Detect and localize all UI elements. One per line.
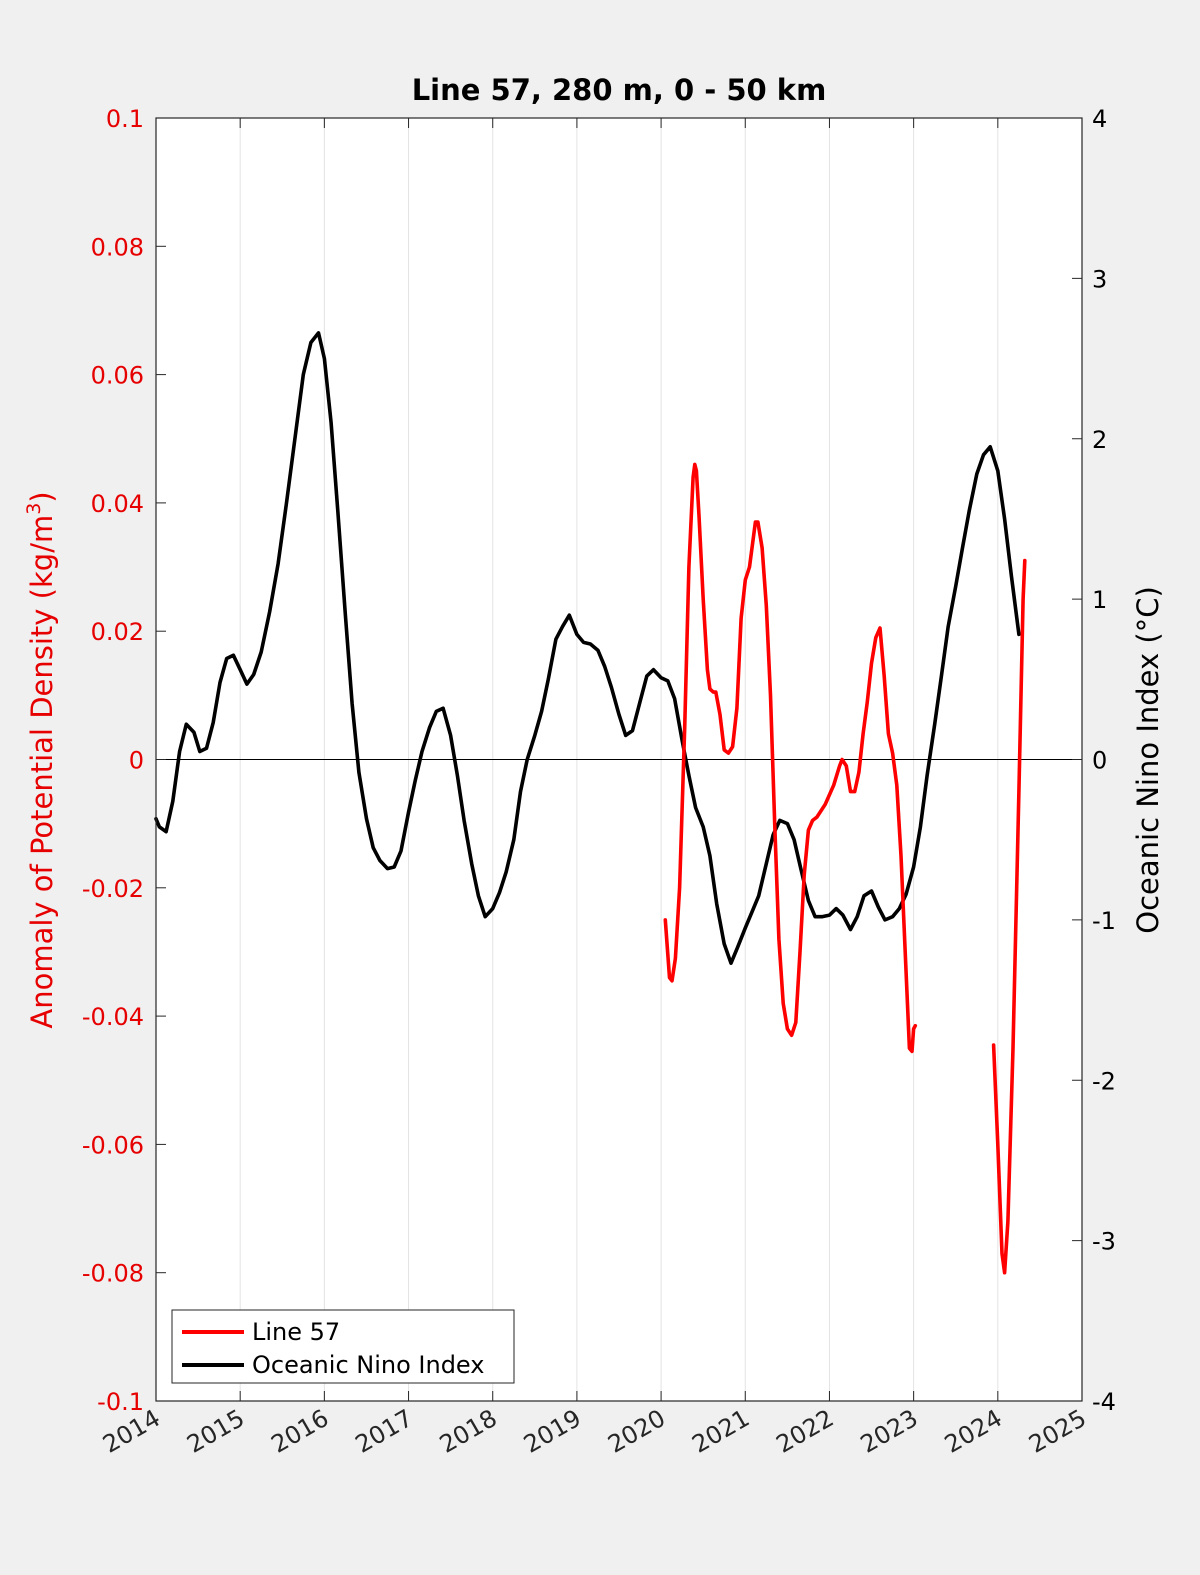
y-left-tick-label: -0.04 (82, 1003, 144, 1031)
y-left-tick-label: 0.04 (91, 490, 144, 518)
y-right-tick-label: -3 (1092, 1228, 1116, 1256)
y-left-tick-label: 0.06 (91, 362, 144, 390)
chart-title: Line 57, 280 m, 0 - 50 km (412, 73, 827, 107)
y-left-tick-label: 0.08 (91, 233, 144, 261)
legend-label-oni: Oceanic Nino Index (252, 1351, 484, 1379)
ticks (155, 117, 1083, 1402)
y-left-tick-label: -0.02 (82, 875, 144, 903)
y-left-tick-label: -0.06 (82, 1131, 144, 1159)
y-axis-left-label-superscript: 3 (23, 503, 45, 515)
legend-box (171, 1309, 515, 1384)
series-group (154, 331, 1027, 1275)
y-right-tick-label: 0 (1092, 747, 1107, 775)
series-oceanic-nino-index (154, 331, 1021, 965)
legend: Line 57 Oceanic Nino Index (171, 1309, 515, 1384)
y-axis-left-label-close: ) (25, 491, 59, 502)
y-axis-right-label: Oceanic Nino Index (°C) (1131, 586, 1165, 934)
y-left-tick-label: 0 (129, 747, 144, 775)
y-right-tick-label: -1 (1092, 907, 1116, 935)
series-line-57 (663, 462, 918, 1054)
y-right-tick-label: 2 (1092, 426, 1107, 454)
y-right-tick-label: 1 (1092, 586, 1107, 614)
y-axis-left-label: Anomaly of Potential Density (kg/m3) (23, 491, 59, 1028)
y-left-tick-label: 0.02 (91, 618, 144, 646)
y-right-tick-label: 3 (1092, 265, 1107, 293)
y-right-tick-label: -4 (1092, 1388, 1116, 1416)
y-left-tick-label: -0.08 (82, 1260, 144, 1288)
y-left-tick-label: -0.1 (97, 1388, 144, 1416)
y-right-tick-label: 4 (1092, 105, 1107, 133)
y-right-tick-label: -2 (1092, 1067, 1116, 1095)
series-line-57 (991, 558, 1027, 1275)
legend-label-line-57: Line 57 (252, 1318, 340, 1346)
y-left-tick-label: 0.1 (106, 105, 144, 133)
y-axis-left-label-main: Anomaly of Potential Density (kg/m (25, 515, 59, 1029)
